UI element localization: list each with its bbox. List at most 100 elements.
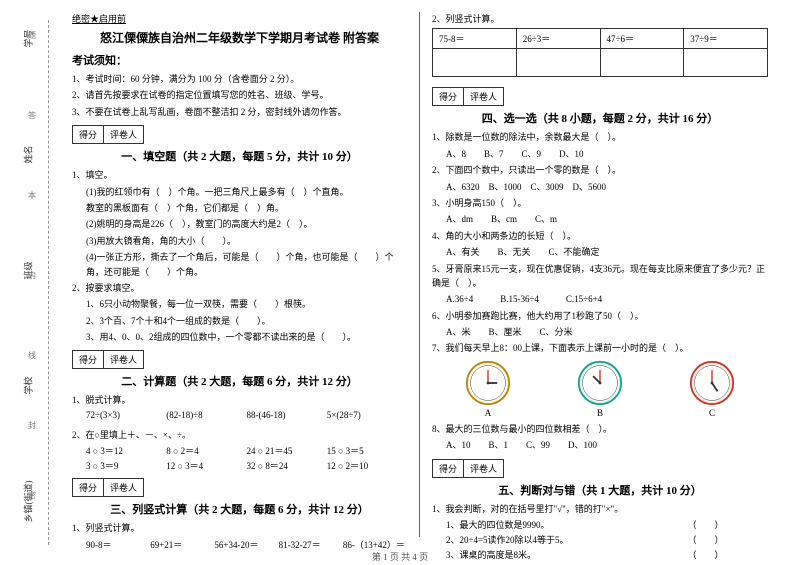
q4-e2: 8 ○ 2＝4 xyxy=(166,444,246,457)
q4-row1: 4 ○ 3＝12 8 ○ 2＝4 24 ○ 21＝45 15 ○ 3＝5 xyxy=(72,444,407,457)
notice-1: 1、考试时间：60 分钟，满分为 100 分（含卷面分 2 分）。 xyxy=(72,72,407,86)
score-label-a2: 得分 xyxy=(73,351,104,368)
side-char-5: 线 xyxy=(28,350,36,361)
mc3-t: 3、小明身高150（ ）。 xyxy=(432,196,768,210)
q4-e8: 12 ○ 2＝10 xyxy=(327,459,407,472)
page-container: 绝密★启用前 怒江傈僳族自治州二年级数学下学期月考试卷 附答案 考试须知： 1、… xyxy=(0,0,800,545)
q5-row1: 90-8＝ 69+21＝ 56+34-20＝ 81-32-27＝ 86-（13+… xyxy=(72,538,407,551)
q1-l2: 教室的黑板面有（ ）个角，它们都是（ ）角。 xyxy=(72,201,407,215)
score-box-1: 得分 评卷人 xyxy=(72,125,144,144)
clock-c-wrap: C xyxy=(689,360,735,418)
score-label-b3: 评卷人 xyxy=(104,479,143,496)
q2-l3: 3、用4、0、0、2组成的四位数中，一个零都不读出来的是（ ）。 xyxy=(72,330,407,344)
clock-c-label: C xyxy=(689,408,735,418)
score-box-4: 得分 评卷人 xyxy=(432,87,504,106)
mc1-t: 1、除数是一位数的除法中，余数最大是（ ）。 xyxy=(432,130,768,144)
q6-c1: 75-8＝ xyxy=(433,29,517,49)
q2-title: 2、按要求填空。 xyxy=(72,281,407,295)
score-label-b5: 评卷人 xyxy=(464,460,503,477)
clock-a-label: A xyxy=(465,408,511,418)
mc5-t: 5、牙膏原来15元一支，现在优惠促销，4支36元。现在每支比原来便宜了多少元？正… xyxy=(432,262,768,291)
q4-e6: 12 ○ 3＝4 xyxy=(166,459,246,472)
judge-l2: 2、20÷4=5读作20除以4等于5。 xyxy=(446,533,688,546)
q4-row2: 3 ○ 3＝9 12 ○ 3＝4 32 ○ 8＝24 12 ○ 2＝10 xyxy=(72,459,407,472)
mc4-t: 4、角的大小和两条边的长短（ ）。 xyxy=(432,229,768,243)
margin-township: 乡镇(街道) xyxy=(22,481,35,523)
judge-l2-row: 2、20÷4=5读作20除以4等于5。 （ ） xyxy=(432,533,768,546)
score-box-5: 得分 评卷人 xyxy=(432,459,504,478)
q5-e4: 81-32-27＝ xyxy=(279,538,343,551)
q2-l2: 2、3个百、7个十和4个一组成的数是（ ）。 xyxy=(72,314,407,328)
mc3-o: A、dm B、cm C、m xyxy=(432,212,768,226)
q6-c2: 26÷3＝ xyxy=(516,29,600,49)
section-1-heading: 一、填空题（共 2 大题，每题 5 分，共计 10 分） xyxy=(72,148,407,164)
section-4-heading: 四、选一选（共 8 小题，每题 2 分，共计 16 分） xyxy=(432,110,768,126)
score-label-a3: 得分 xyxy=(73,479,104,496)
score-label-b2: 评卷人 xyxy=(104,351,143,368)
q6-table: 75-8＝ 26÷3＝ 47÷6＝ 37÷9＝ xyxy=(432,28,768,77)
mc8-t: 8、最大的三位数与最小的四位数相差（ ）。 xyxy=(432,422,768,436)
q3-e3: 88-(46-18) xyxy=(247,410,327,420)
binding-dashed-line xyxy=(48,20,49,545)
notice-header: 考试须知： xyxy=(72,52,407,68)
judge-t: 1、我会判断，对的在括号里打"√"，错的打"×"。 xyxy=(432,502,768,516)
score-label-a: 得分 xyxy=(73,126,104,143)
clock-a-wrap: A xyxy=(465,360,511,418)
q4-e4: 15 ○ 3＝5 xyxy=(327,444,407,457)
q4-e7: 32 ○ 8＝24 xyxy=(247,459,327,472)
clock-c xyxy=(689,360,735,406)
q6-c3: 47÷6＝ xyxy=(600,29,684,49)
judge-l1-row: 1、最大的四位数是9990。 （ ） xyxy=(432,518,768,531)
margin-school: 学校 xyxy=(21,377,34,395)
mc6-o: A、米 B、厘米 C、分米 xyxy=(432,325,768,339)
q1-l4: (3)用放大镜看角，角的大小（ ）。 xyxy=(72,234,407,248)
side-char-6: 封 xyxy=(28,420,36,431)
clock-row: A B C xyxy=(432,360,768,418)
q1-l5: (4)一张正方形，撕去了一个角后，可能是（ ）个角，也可能是（ ）个角，还可能是… xyxy=(72,250,407,279)
q5-e2: 69+21＝ xyxy=(150,538,214,551)
score-box-2: 得分 评卷人 xyxy=(72,350,144,369)
section-3-heading: 三、列竖式计算（共 2 大题，每题 6 分，共计 12 分） xyxy=(72,501,407,517)
mc6-t: 6、小明参加赛跑比赛，他大约用了1秒跑了50（ ）。 xyxy=(432,309,768,323)
q3-e2: (82-18)÷8 xyxy=(166,410,246,420)
notice-3: 3、不要在试卷上乱写乱画，卷面不整洁扣 2 分，密封线外请勿作答。 xyxy=(72,105,407,119)
q4-e5: 3 ○ 3＝9 xyxy=(86,459,166,472)
q6-c4: 37÷9＝ xyxy=(684,29,768,49)
q1-title: 1、填空。 xyxy=(72,168,407,182)
mc5-o: A.36÷4 B.15-36÷4 C.15÷6+4 xyxy=(432,292,768,306)
q2-l1: 1、6只小动物聚餐，每一位一双筷，需要（ ）根筷。 xyxy=(72,297,407,311)
judge-l1-paren: （ ） xyxy=(688,518,769,531)
page-footer: 第 1 页 共 4 页 xyxy=(0,550,800,563)
judge-l2-paren: （ ） xyxy=(688,533,769,546)
q3-row1: 72÷(3×3) (82-18)÷8 88-(46-18) 5×(28÷7) xyxy=(72,410,407,420)
right-column: 2、列竖式计算。 75-8＝ 26÷3＝ 47÷6＝ 37÷9＝ 得分 评卷人 … xyxy=(420,12,780,537)
q5-title: 1、列竖式计算。 xyxy=(72,521,407,535)
score-label-b: 评卷人 xyxy=(104,126,143,143)
margin-name: 姓名 xyxy=(21,145,34,163)
q5-e5: 86-（13+42）＝ xyxy=(343,538,407,551)
q4-e1: 4 ○ 3＝12 xyxy=(86,444,166,457)
q3-title: 1、脱式计算。 xyxy=(72,393,407,407)
mc2-o: A、6320 B、1000 C、3009 D、5600 xyxy=(432,180,768,194)
side-char-1: 题 xyxy=(28,30,36,41)
q1-l1: (1)我的红领巾有（ ）个角。一把三角尺上最多有（ ）个直角。 xyxy=(72,185,407,199)
clock-b xyxy=(577,360,623,406)
side-char-4: 内 xyxy=(28,270,36,281)
clock-b-label: B xyxy=(577,408,623,418)
q5-e1: 90-8＝ xyxy=(86,538,150,551)
mc2-t: 2、下面四个数中，只读出一个零的数是（ ）。 xyxy=(432,163,768,177)
mc7-t: 7、我们每天早上8：00上课，下面表示上课前一小时的是（ ）。 xyxy=(432,341,768,355)
q4-title: 2、在○里填上＋、－、×、÷。 xyxy=(72,428,407,442)
mc1-o: A、8 B、7 C、9 D、10 xyxy=(432,147,768,161)
mc4-o: A、有关 B、无关 C、不能确定 xyxy=(432,245,768,259)
side-char-7: 密 xyxy=(28,490,36,501)
left-column: 绝密★启用前 怒江傈僳族自治州二年级数学下学期月考试卷 附答案 考试须知： 1、… xyxy=(60,12,420,537)
q3-e4: 5×(28÷7) xyxy=(327,410,407,420)
q3-e1: 72÷(3×3) xyxy=(86,410,166,420)
score-label-a4: 得分 xyxy=(433,88,464,105)
section-5-heading: 五、判断对与错（共 1 大题，共计 10 分） xyxy=(432,482,768,498)
q6-title: 2、列竖式计算。 xyxy=(432,12,768,26)
exam-title: 怒江傈僳族自治州二年级数学下学期月考试卷 附答案 xyxy=(72,29,407,46)
side-char-3: 本 xyxy=(28,190,36,201)
q5-e3: 56+34-20＝ xyxy=(214,538,278,551)
